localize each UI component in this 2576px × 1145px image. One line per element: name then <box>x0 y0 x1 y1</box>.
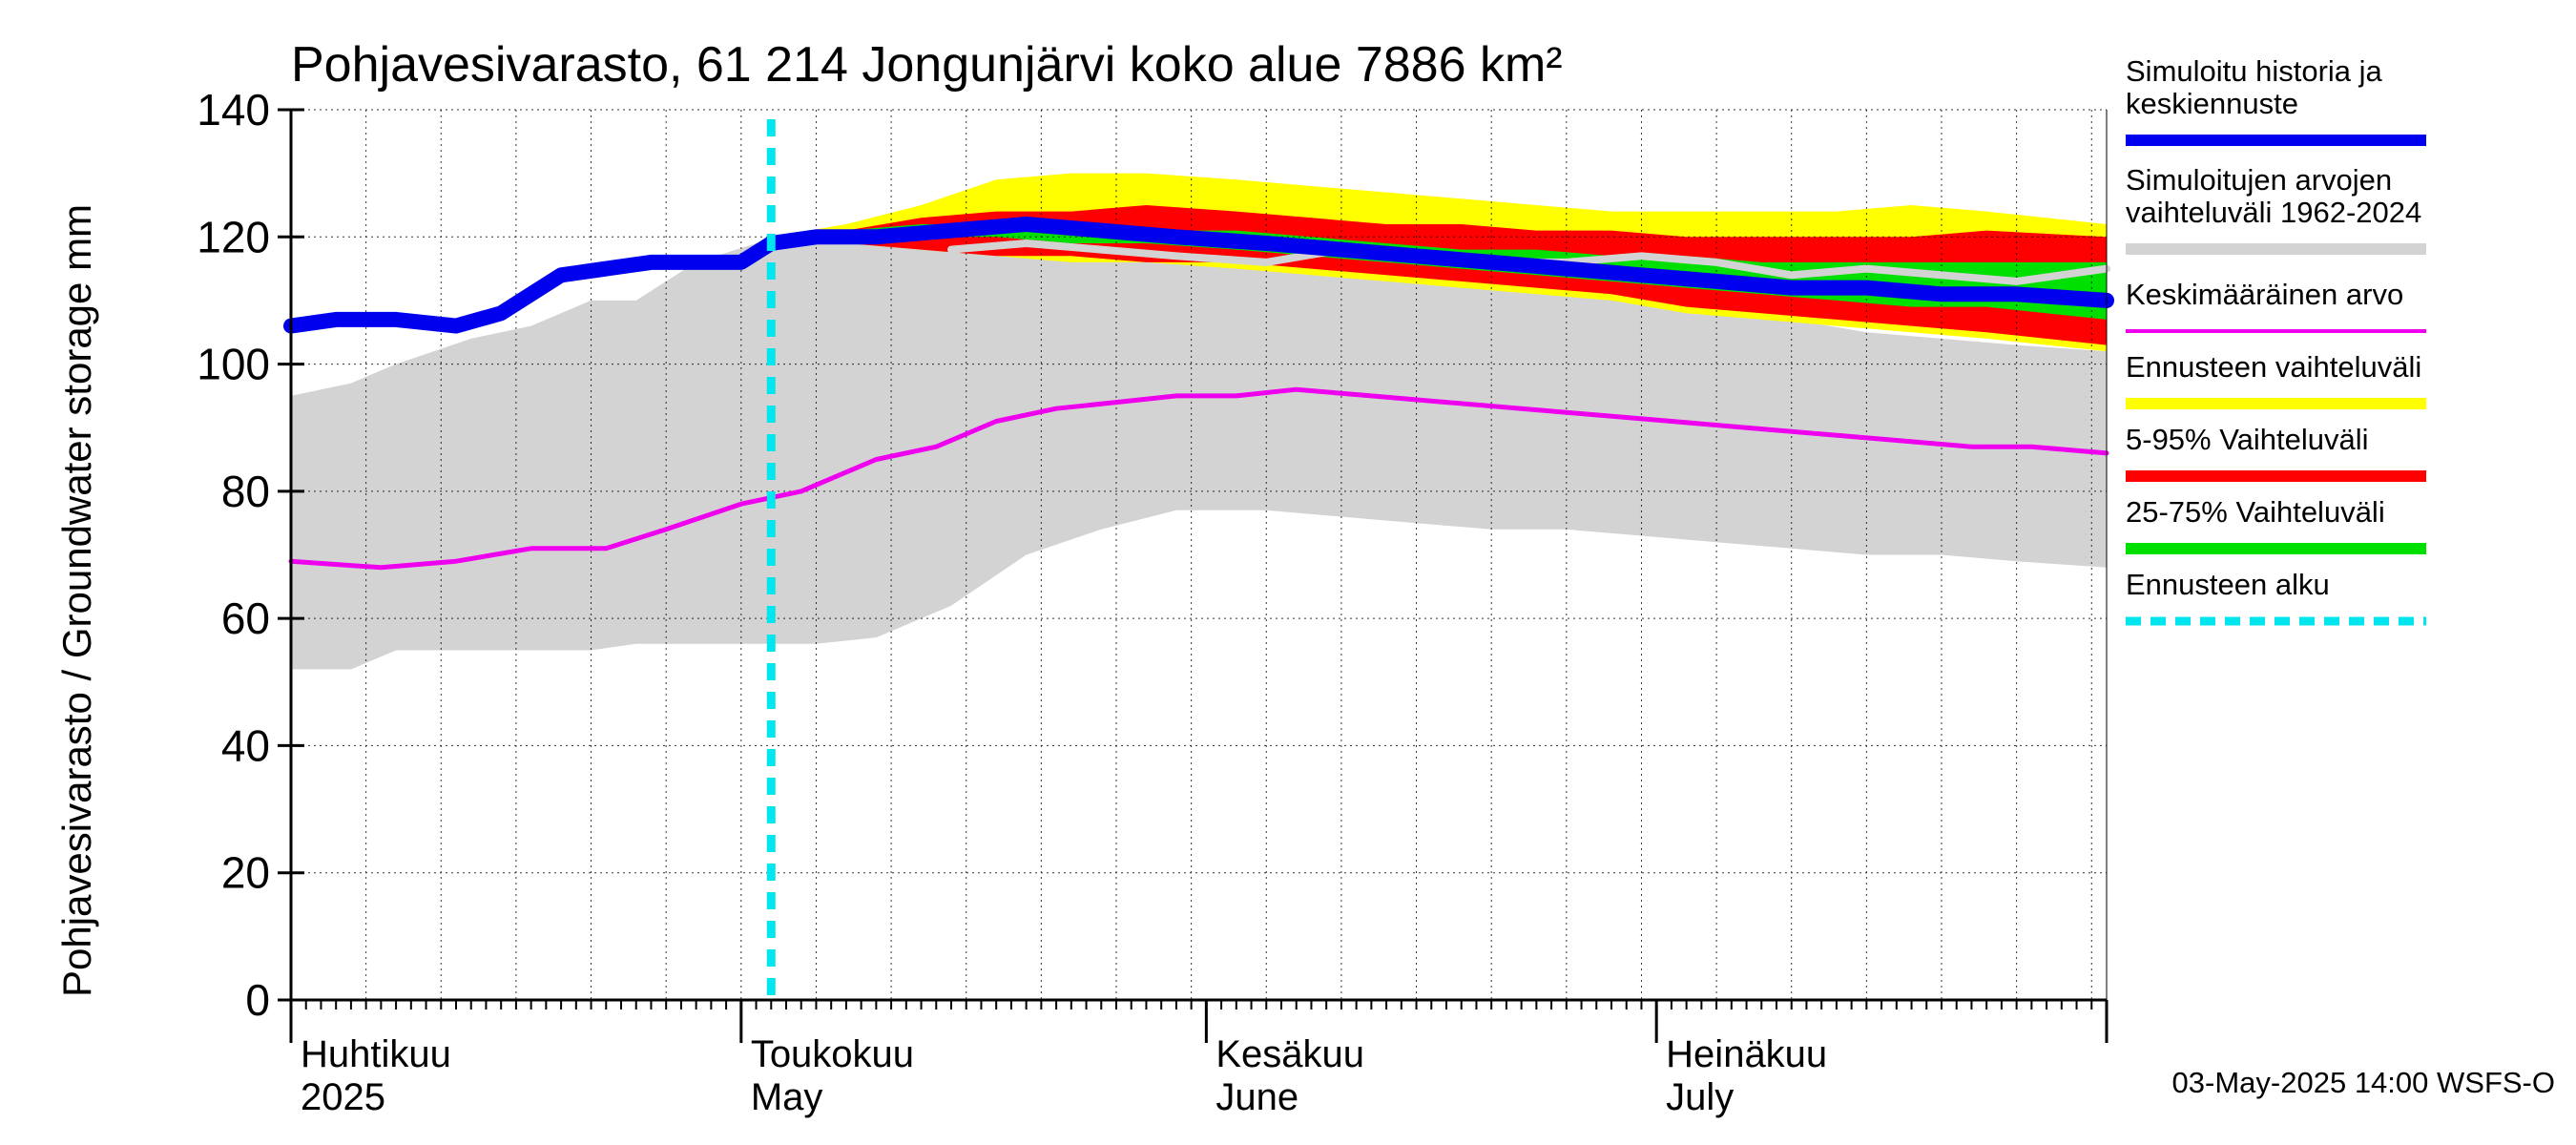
legend-label: Simuloitu historia ja <box>2126 54 2383 88</box>
x-month-label-en: June <box>1215 1076 1298 1118</box>
legend-label: Ennusteen alku <box>2126 568 2330 601</box>
footer-timestamp: 03-May-2025 14:00 WSFS-O <box>2172 1066 2555 1099</box>
y-tick-label: 100 <box>197 340 270 389</box>
legend-label: Keskimääräinen arvo <box>2126 278 2403 311</box>
series-line-simuloitu-historia-ja-keskiennuste <box>283 217 2114 334</box>
grid-lines <box>291 109 2107 1000</box>
y-axis-label: Pohjavesivarasto / Groundwater storage m… <box>54 204 99 997</box>
x-month-label-en: 2025 <box>301 1076 385 1118</box>
y-tick-label: 0 <box>245 975 270 1025</box>
series-line-keskim-r-inen-arvo <box>288 386 2109 571</box>
y-tick-label: 120 <box>197 212 270 261</box>
legend-label: Ennusteen vaihteluväli <box>2126 350 2421 384</box>
x-month-label-en: July <box>1666 1076 1734 1118</box>
legend-label: vaihteluväli 1962-2024 <box>2126 196 2421 229</box>
y-tick-label: 80 <box>221 467 270 516</box>
y-tick-label: 140 <box>197 85 270 135</box>
y-tick-label: 40 <box>221 720 270 770</box>
y-tick-label: 60 <box>221 593 270 643</box>
legend-label: keskiennuste <box>2126 87 2298 120</box>
x-month-label-fi: Heinäkuu <box>1666 1033 1827 1075</box>
x-month-label-fi: Kesäkuu <box>1215 1033 1364 1075</box>
x-month-label-fi: Huhtikuu <box>301 1033 451 1075</box>
y-tick-label: 20 <box>221 848 270 898</box>
legend-label: 5-95% Vaihteluväli <box>2126 423 2368 456</box>
band-simuloitujen-arvojen-vaihteluv-li-1962-2024 <box>291 230 2107 670</box>
x-month-label-fi: Toukokuu <box>751 1033 914 1075</box>
x-month-label-en: May <box>751 1076 823 1118</box>
legend-label: 25-75% Vaihteluväli <box>2126 495 2385 529</box>
chart-title: Pohjavesivarasto, 61 214 Jongunjärvi kok… <box>291 37 1563 93</box>
legend-label: Simuloitujen arvojen <box>2126 163 2392 197</box>
